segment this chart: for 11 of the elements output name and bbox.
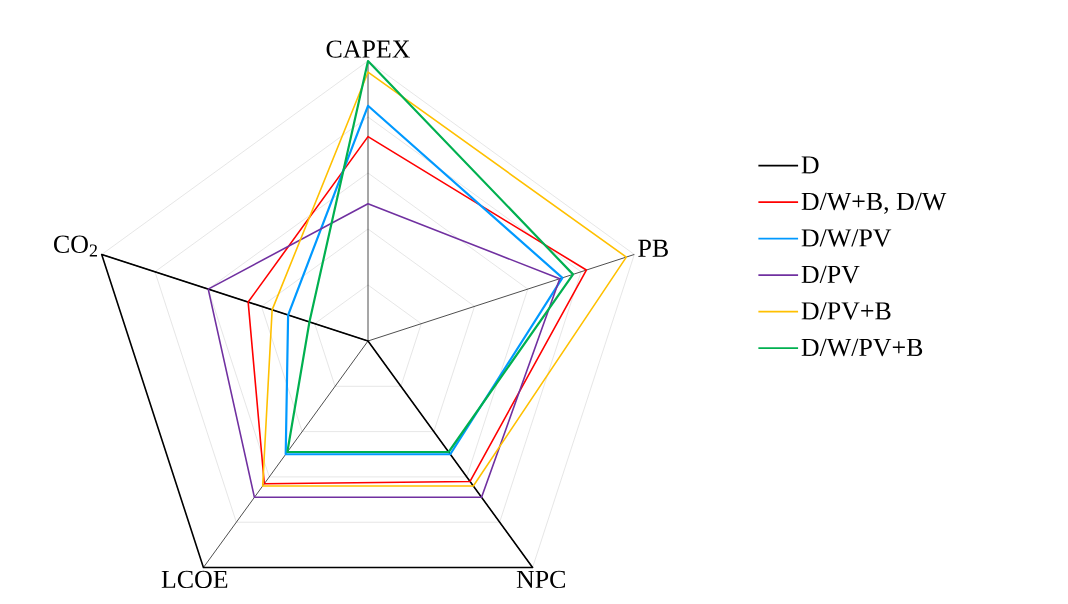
legend-label: D/W/PV [801, 229, 892, 247]
spoke-label: NPC [516, 570, 565, 589]
legend-label: D [801, 156, 819, 174]
spoke-label: LCOE [161, 570, 228, 589]
spoke-label: CO$_{2}$ [54, 235, 98, 257]
legend-label: D/PV+B [801, 302, 891, 320]
spoke-label: CAPEX [326, 40, 410, 58]
spoke-label: PB [638, 239, 668, 257]
legend-label: D/PV [801, 265, 860, 284]
legend-label: D/W/PV+B [801, 338, 923, 357]
legend-label: D/W+B, D/W [801, 192, 947, 214]
